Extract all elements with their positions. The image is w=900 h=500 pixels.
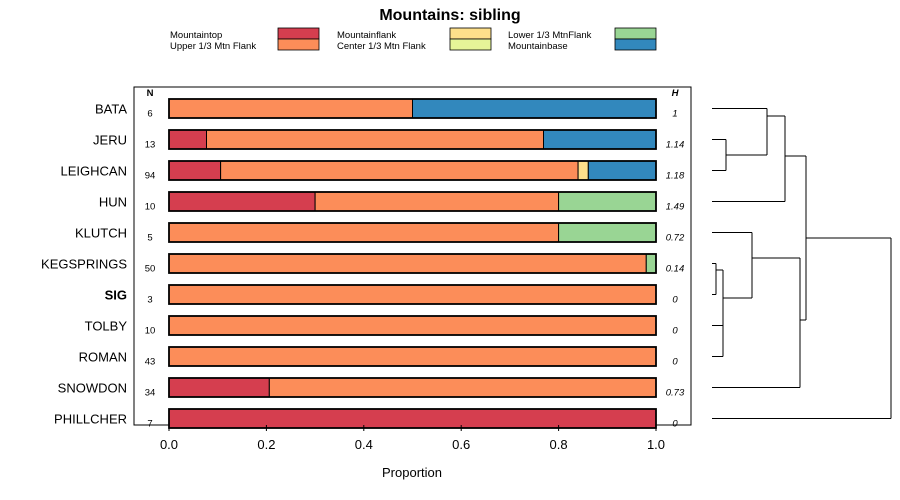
row-label-klutch: KLUTCH bbox=[75, 226, 127, 241]
x-tick-label: 0.0 bbox=[160, 437, 178, 452]
x-axis: 0.0 0.2 0.4 0.6 0.8 1.0 bbox=[160, 425, 665, 452]
bar-segment-kegsprings-lower-1-3-mtnflank bbox=[645, 253, 657, 274]
bar-outline-klutch bbox=[168, 222, 657, 243]
x-tick-label: 0.2 bbox=[257, 437, 275, 452]
chart-title: Mountains: sibling bbox=[379, 7, 520, 24]
bar-segment-bata-upper-1-3-mtn-flank bbox=[168, 98, 413, 119]
x-axis-label: Proportion bbox=[382, 465, 442, 480]
n-value-leighcan: 94 bbox=[145, 171, 156, 182]
bar-segment-jeru-mountaintop bbox=[168, 129, 207, 150]
row-label-tolby: TOLBY bbox=[85, 319, 128, 334]
h-value-jeru: 1.14 bbox=[666, 140, 685, 151]
bar-segment-snowdon-upper-1-3-mtn-flank bbox=[268, 377, 657, 398]
bar-outline-snowdon bbox=[168, 377, 657, 398]
bar-segment-snowdon-mountaintop bbox=[168, 377, 270, 398]
bar-rows: BATA 6 1 JERU 13 1.14 LEIGHCAN 94 1.18 HUN 10 1.49 K… bbox=[41, 98, 685, 430]
x-tick-label: 0.6 bbox=[452, 437, 470, 452]
bar-outline-phillcher bbox=[168, 408, 657, 429]
n-value-klutch: 5 bbox=[147, 233, 152, 244]
legend-label-mountainbase: Mountainbase bbox=[508, 41, 568, 52]
bar-segment-roman-upper-1-3-mtn-flank bbox=[168, 346, 657, 367]
h-value-kegsprings: 0.14 bbox=[666, 264, 685, 275]
row-label-roman: ROMAN bbox=[79, 350, 127, 365]
h-value-snowdon: 0.73 bbox=[666, 388, 685, 399]
bar-segment-tolby-upper-1-3-mtn-flank bbox=[168, 315, 657, 336]
row-label-jeru: JERU bbox=[93, 133, 127, 148]
n-value-snowdon: 34 bbox=[145, 388, 156, 399]
h-value-roman: 0 bbox=[672, 357, 678, 368]
x-tick-label: 0.4 bbox=[355, 437, 373, 452]
n-value-hun: 10 bbox=[145, 202, 156, 213]
legend-swatch-mountaintop bbox=[277, 27, 320, 40]
legend-swatch-center-1-3-mtn-flank bbox=[449, 38, 492, 51]
bar-segment-hun-lower-1-3-mtnflank bbox=[558, 191, 657, 212]
bar-segment-kegsprings-upper-1-3-mtn-flank bbox=[168, 253, 647, 274]
legend-label-center-1-3-mtn-flank: Center 1/3 Mtn Flank bbox=[337, 41, 426, 52]
x-tick-label: 1.0 bbox=[647, 437, 665, 452]
bar-outline-kegsprings bbox=[168, 253, 657, 274]
row-label-bata: BATA bbox=[95, 102, 127, 117]
h-column-header: H bbox=[672, 88, 680, 99]
legend-swatch-mountainbase bbox=[614, 38, 657, 51]
bar-outline-tolby bbox=[168, 315, 657, 336]
bar-outline-jeru bbox=[168, 129, 657, 150]
bar-segment-bata-mountainbase bbox=[412, 98, 657, 119]
bar-outline-bata bbox=[168, 98, 657, 119]
n-column-header: N bbox=[147, 88, 154, 99]
bar-segment-hun-upper-1-3-mtn-flank bbox=[314, 191, 560, 212]
h-value-hun: 1.49 bbox=[666, 202, 685, 213]
n-value-roman: 43 bbox=[145, 357, 156, 368]
bar-segment-jeru-upper-1-3-mtn-flank bbox=[205, 129, 545, 150]
bar-outline-hun bbox=[168, 191, 657, 212]
legend-label-upper-1-3-mtn-flank: Upper 1/3 Mtn Flank bbox=[170, 41, 256, 52]
row-label-snowdon: SNOWDON bbox=[58, 381, 127, 396]
bar-segment-sig-upper-1-3-mtn-flank bbox=[168, 284, 657, 305]
row-label-kegsprings: KEGSPRINGS bbox=[41, 257, 127, 272]
n-value-tolby: 10 bbox=[145, 326, 156, 337]
h-value-sig: 0 bbox=[672, 295, 678, 306]
legend-swatch-lower-1-3-mtnflank bbox=[614, 27, 657, 40]
legend-swatch-mountainflank bbox=[449, 27, 492, 40]
h-value-bata: 1 bbox=[672, 109, 677, 120]
legend-label-lower-1-3-mtnflank: Lower 1/3 MtnFlank bbox=[508, 30, 592, 41]
h-value-phillcher: 0 bbox=[672, 419, 678, 430]
bar-segment-phillcher-mountaintop bbox=[168, 408, 657, 429]
bar-segment-leighcan-upper-1-3-mtn-flank bbox=[220, 160, 579, 181]
x-tick-label: 0.8 bbox=[550, 437, 568, 452]
legend-label-mountaintop: Mountaintop bbox=[170, 30, 222, 41]
bar-segment-hun-mountaintop bbox=[168, 191, 316, 212]
bar-outline-leighcan bbox=[168, 160, 657, 181]
legend-swatch-upper-1-3-mtn-flank bbox=[277, 38, 320, 51]
bar-outline-roman bbox=[168, 346, 657, 367]
row-label-sig: SIG bbox=[105, 288, 127, 303]
bar-segment-leighcan-mountainflank bbox=[577, 160, 589, 181]
bar-segment-leighcan-mountainbase bbox=[587, 160, 657, 181]
row-label-leighcan: LEIGHCAN bbox=[61, 164, 127, 179]
bar-segment-klutch-lower-1-3-mtnflank bbox=[558, 222, 657, 243]
row-label-hun: HUN bbox=[99, 195, 127, 210]
h-value-leighcan: 1.18 bbox=[666, 171, 685, 182]
bar-segment-jeru-mountainbase bbox=[543, 129, 657, 150]
n-value-phillcher: 7 bbox=[147, 419, 152, 430]
dendrogram bbox=[712, 108, 892, 419]
row-label-phillcher: PHILLCHER bbox=[54, 412, 127, 427]
n-value-sig: 3 bbox=[147, 295, 152, 306]
n-value-jeru: 13 bbox=[145, 140, 156, 151]
h-value-klutch: 0.72 bbox=[666, 233, 685, 244]
n-value-kegsprings: 50 bbox=[145, 264, 156, 275]
h-value-tolby: 0 bbox=[672, 326, 678, 337]
n-value-bata: 6 bbox=[147, 109, 152, 120]
bar-segment-leighcan-mountaintop bbox=[168, 160, 222, 181]
bar-outline-sig bbox=[168, 284, 657, 305]
bar-segment-klutch-upper-1-3-mtn-flank bbox=[168, 222, 560, 243]
legend-label-mountainflank: Mountainflank bbox=[337, 30, 396, 41]
